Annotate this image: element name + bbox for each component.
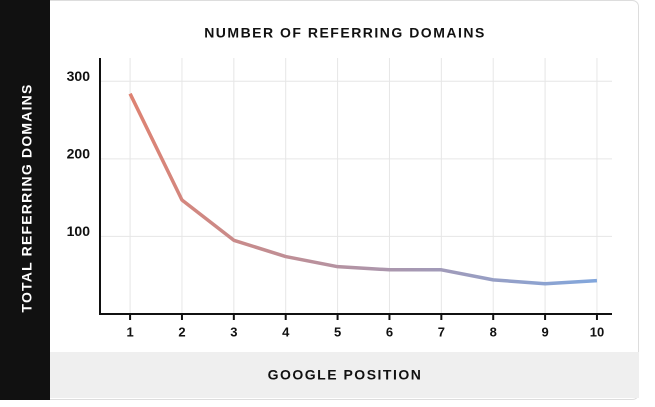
x-tick-label: 6 [386,324,393,339]
y-tick-label: 300 [67,68,91,84]
x-tick-label: 10 [590,324,604,339]
y-tick-label: 200 [67,146,91,162]
x-tick-label: 5 [334,324,341,339]
x-tick-label: 7 [438,324,445,339]
plot-area: 100 200 300 1 2 3 4 5 6 7 8 9 10 [67,58,612,339]
x-tick-label: 2 [178,324,185,339]
chart-title: NUMBER OF REFERRING DOMAINS [204,25,486,41]
card [0,0,639,400]
x-tick-label: 8 [490,324,497,339]
x-tick-label: 1 [126,324,133,339]
x-tick-label: 9 [541,324,548,339]
y-tick-label: 100 [67,223,91,239]
x-tick-label: 4 [282,324,290,339]
x-tick-label: 3 [230,324,237,339]
data-line [128,92,598,286]
x-band [50,352,639,398]
y-axis-label: TOTAL REFERRING DOMAINS [19,83,35,312]
x-axis-label: GOOGLE POSITION [268,367,423,383]
y-band [0,0,50,400]
